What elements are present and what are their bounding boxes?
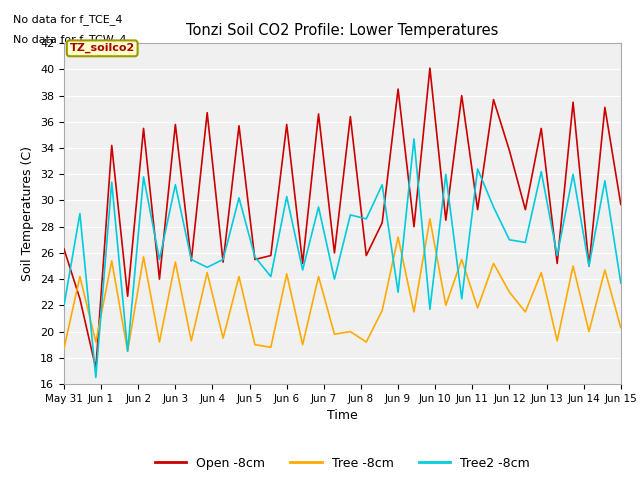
Text: TZ_soilco2: TZ_soilco2 <box>70 43 135 53</box>
X-axis label: Time: Time <box>327 409 358 422</box>
Legend: Open -8cm, Tree -8cm, Tree2 -8cm: Open -8cm, Tree -8cm, Tree2 -8cm <box>150 452 534 475</box>
Title: Tonzi Soil CO2 Profile: Lower Temperatures: Tonzi Soil CO2 Profile: Lower Temperatur… <box>186 23 499 38</box>
Text: No data for f_TCE_4: No data for f_TCE_4 <box>13 14 122 25</box>
Y-axis label: Soil Temperatures (C): Soil Temperatures (C) <box>22 146 35 281</box>
Text: No data for f_TCW_4: No data for f_TCW_4 <box>13 34 126 45</box>
